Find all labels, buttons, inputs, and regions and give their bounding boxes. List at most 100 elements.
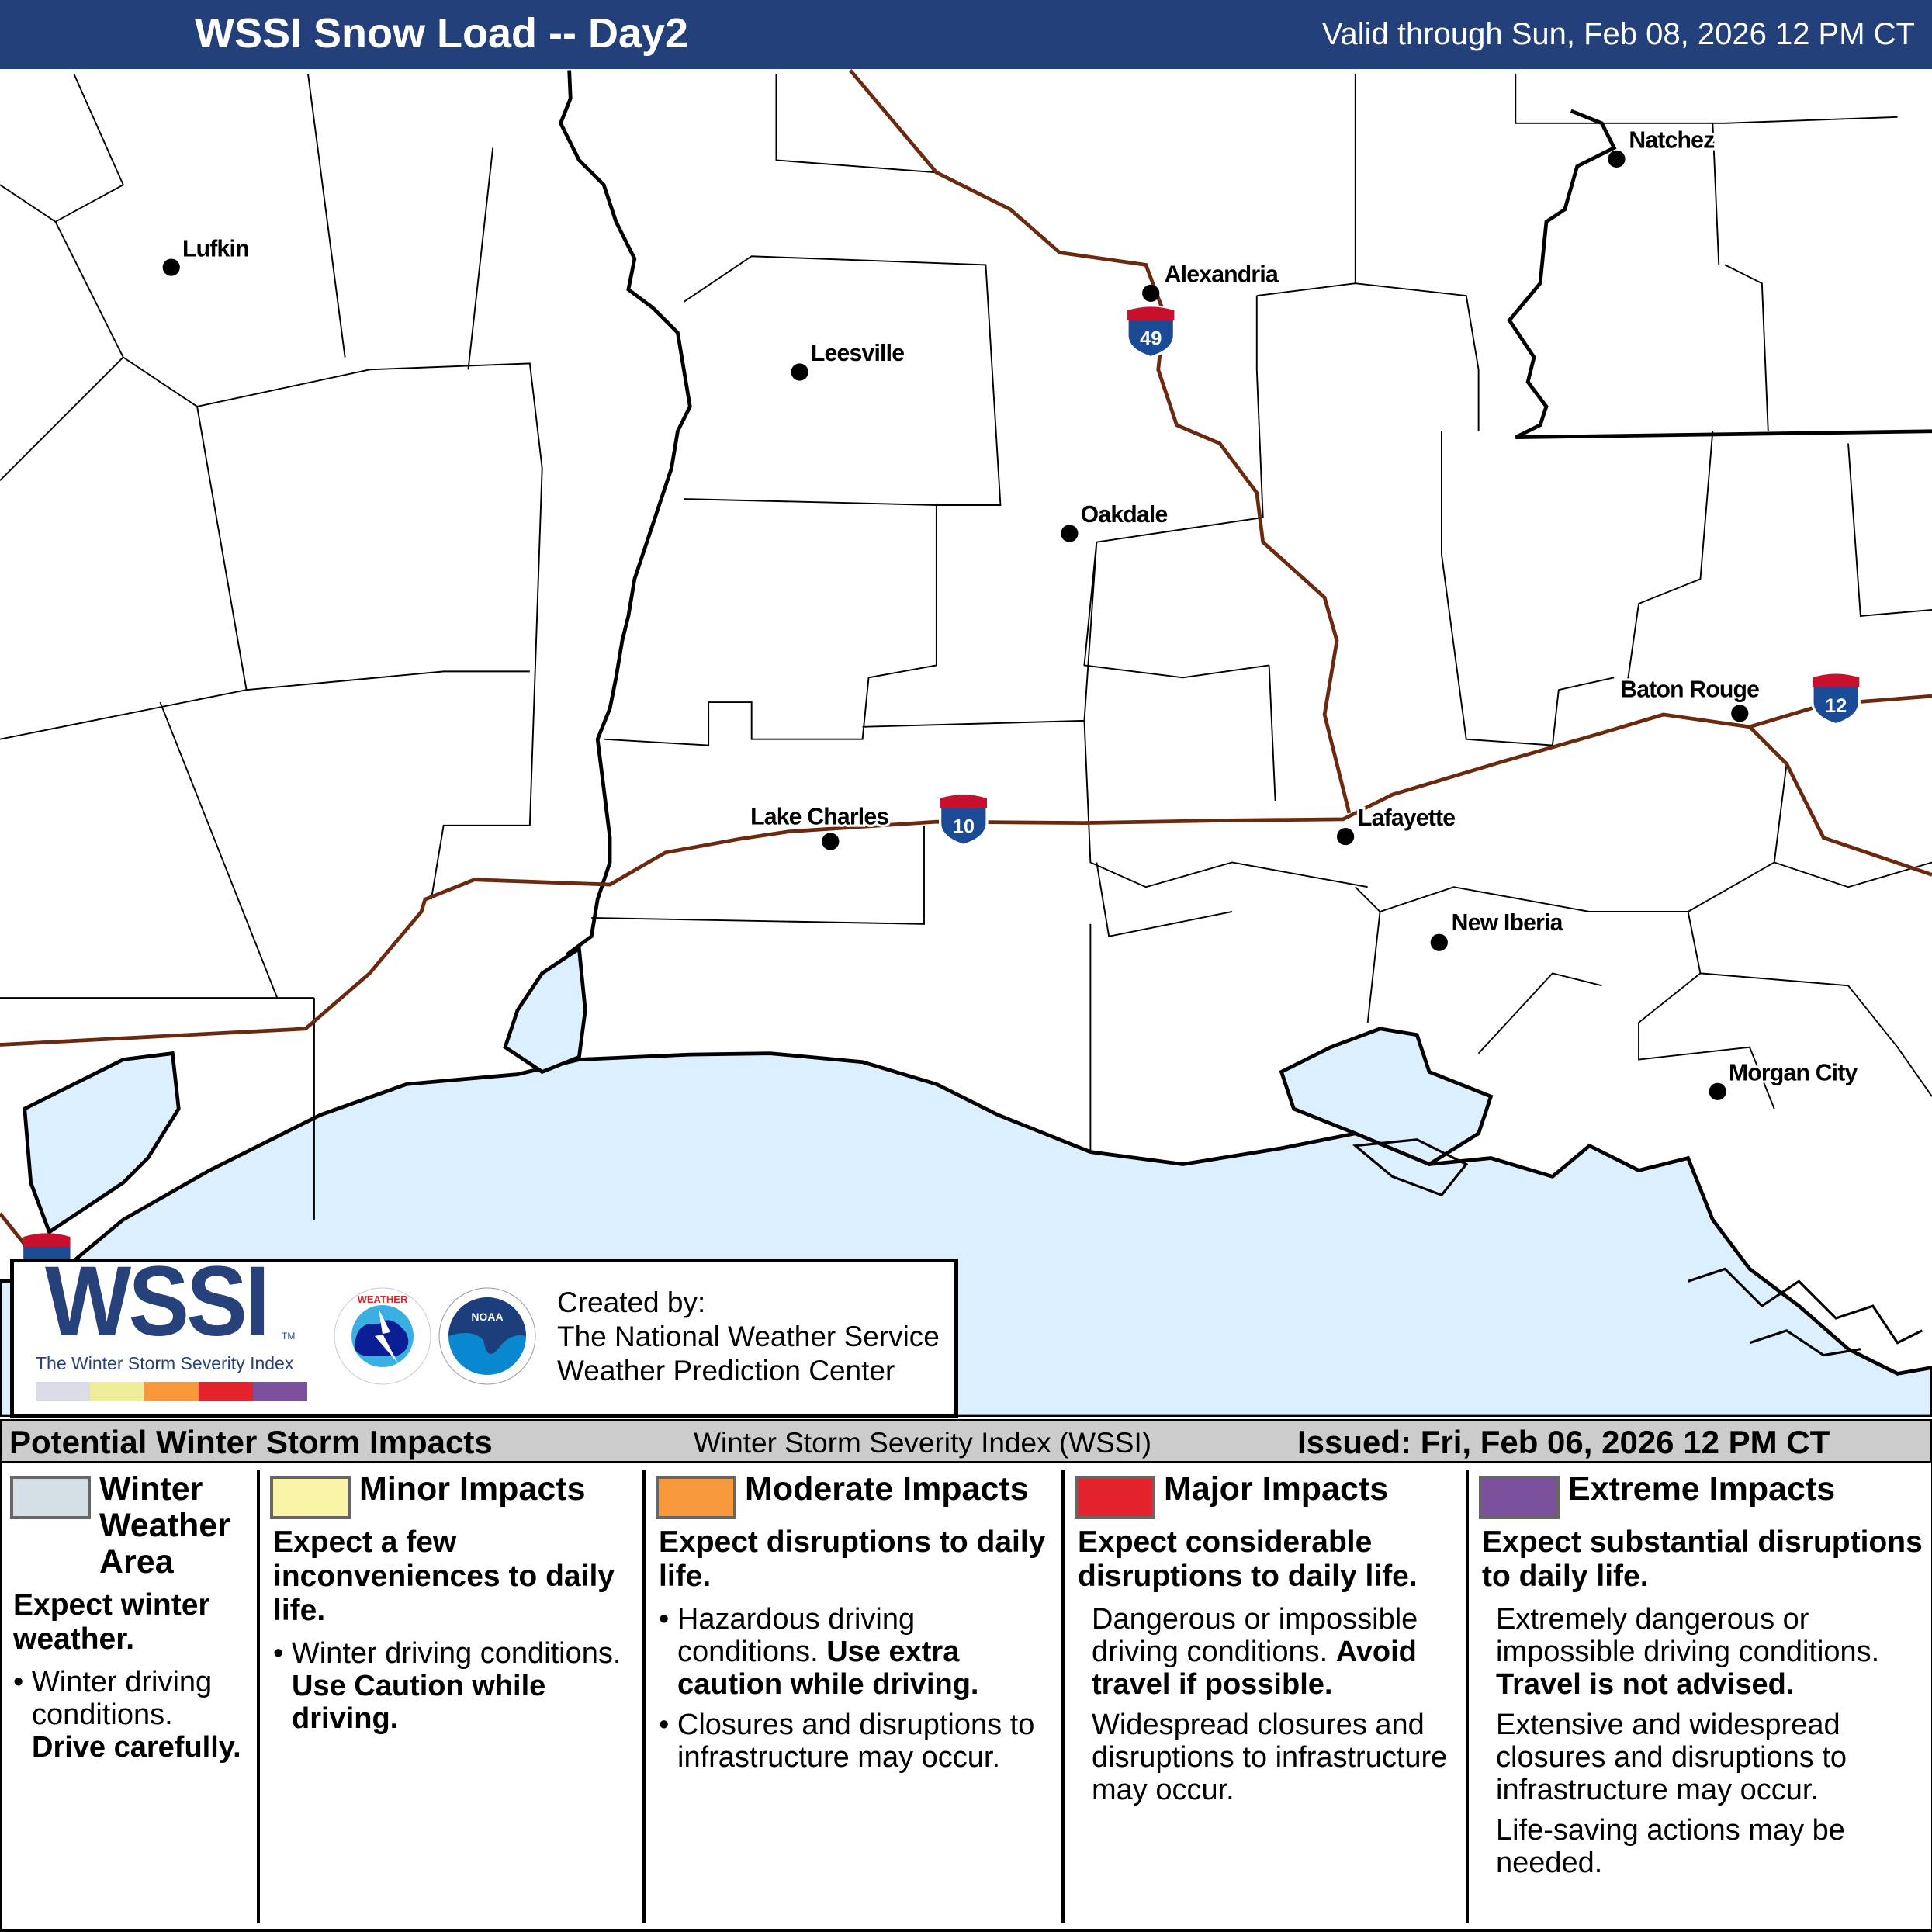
city-oakdale[interactable]: Oakdale: [1061, 500, 1170, 542]
calcasieu-lake: [503, 945, 587, 1075]
credit-line: Created by:: [557, 1286, 706, 1318]
legend-winter-weather-area: Winter Weather Area Expect winter weathe…: [2, 1462, 257, 1929]
legend-text: Extremely dangerous or impossible drivin…: [1496, 1603, 1880, 1701]
city-lafayette[interactable]: Lafayette: [1336, 803, 1458, 846]
city-label: Baton Rouge: [1620, 677, 1759, 703]
city-label: Leesville: [811, 341, 904, 366]
city-label: Lafayette: [1358, 805, 1455, 831]
mississippi-river: [1507, 109, 1617, 439]
city-lake-charles[interactable]: Lake Charles: [748, 802, 892, 850]
city-label: Natchez: [1629, 128, 1714, 154]
legend-label: Winter Weather Area: [99, 1470, 230, 1581]
nws-logo-icon: WEATHER: [334, 1287, 431, 1385]
divider: [257, 1470, 260, 1923]
legend-label: Major Impacts: [1164, 1470, 1389, 1508]
tx-la-state-line: [558, 70, 692, 957]
county-lines: [0, 73, 1932, 1220]
city-label: Lake Charles: [750, 804, 888, 829]
interstates: [0, 68, 1932, 1246]
issued-time: Issued: Fri, Feb 06, 2026 12 PM CT: [1297, 1424, 1830, 1460]
legend-text: Extensive and widespread closures and di…: [1496, 1709, 1847, 1806]
interstate-west: [0, 1212, 26, 1246]
legend-major-impacts: Major Impacts Expect considerable disrup…: [1067, 1462, 1466, 1929]
legend-bullet: • Hazardous driving conditions. Use extr…: [659, 1603, 979, 1701]
legend-head: Minor Impacts: [270, 1470, 636, 1519]
legend-text: Widespread closures and disruptions to i…: [1092, 1709, 1448, 1806]
city-label: Alexandria: [1165, 262, 1279, 288]
marsh-islands: [1352, 1138, 1923, 1357]
colorbar-swatch: [36, 1382, 90, 1401]
colorbar-swatch: [199, 1382, 253, 1401]
legend-subtitle: Winter Storm Severity Index (WSSI): [694, 1427, 1152, 1459]
trademark: TM: [282, 1331, 296, 1342]
city-morgan-city[interactable]: Morgan City: [1709, 1058, 1861, 1100]
legend-desc: Expect winter weather.: [13, 1588, 210, 1656]
city-label: New Iberia: [1452, 910, 1563, 936]
legend-bullet: • Closures and disruptions to infrastruc…: [659, 1709, 1035, 1774]
legend-head: Winter Weather Area: [10, 1470, 251, 1581]
legend-desc: Expect disruptions to daily life.: [659, 1525, 1046, 1593]
legend-text: Dangerous or impossible driving conditio…: [1092, 1603, 1418, 1701]
legend-bullet: • Winter driving conditions. Drive caref…: [13, 1666, 241, 1764]
shield-number: 49: [1140, 328, 1162, 350]
legend-header: Potential Winter Storm Impacts Winter St…: [0, 1419, 1932, 1463]
interstate-49: [848, 68, 1352, 814]
legend-label: Moderate Impacts: [745, 1470, 1029, 1508]
legend-desc: Expect a few inconveniences to daily lif…: [273, 1525, 615, 1627]
city-leesville[interactable]: Leesville: [791, 338, 907, 381]
legend-head: Extreme Impacts: [1479, 1471, 1925, 1519]
wssi-colorbar: [36, 1382, 307, 1401]
legend-moderate-impacts: Moderate Impacts Expect disruptions to d…: [648, 1462, 1061, 1929]
legend-minor-impacts: Minor Impacts Expect a few inconvenience…: [262, 1462, 642, 1929]
vermilion-bay: [1279, 1027, 1494, 1167]
interstate-10-east: [1748, 725, 1932, 877]
shield-number: 10: [953, 815, 975, 837]
legend-desc: Expect substantial disruptions to daily …: [1482, 1525, 1923, 1593]
shield-i12-icon: 12: [1811, 672, 1861, 726]
legend-body: Extremely dangerous or impossible drivin…: [1482, 1603, 1925, 1887]
shield-i49-icon: 49: [1126, 305, 1175, 359]
legend-body: • Hazardous driving conditions. Use extr…: [659, 1603, 1055, 1781]
legend-title: Potential Winter Storm Impacts: [9, 1424, 493, 1460]
legend-body: Dangerous or impossible driving conditio…: [1078, 1603, 1459, 1814]
divider: [642, 1470, 646, 1923]
credit-line: The National Weather Service: [557, 1321, 940, 1352]
legend-body: • Winter driving conditions. Use Caution…: [273, 1637, 636, 1743]
legend-extreme-impacts: Extreme Impacts Expect substantial disru…: [1471, 1462, 1931, 1929]
la-ms-state-line: [1515, 429, 1932, 440]
legend-body: • Winter driving conditions. Drive caref…: [13, 1666, 251, 1771]
city-label: Morgan City: [1729, 1061, 1858, 1086]
city-natchez[interactable]: Natchez: [1608, 125, 1717, 168]
svg-text:WEATHER: WEATHER: [358, 1293, 408, 1305]
noaa-text: NOAA: [471, 1311, 503, 1323]
shield-i10-icon: 10: [939, 793, 989, 847]
cities: Lufkin Leesville Alexandria Natchez Oakd…: [162, 125, 1861, 1100]
header-bar: WSSI Snow Load -- Day2 Valid through Sun…: [0, 0, 1932, 69]
interstate-10: [0, 694, 1932, 1047]
city-label: Oakdale: [1081, 502, 1168, 528]
legend-swatch: [656, 1476, 736, 1519]
colorbar-swatch: [90, 1382, 144, 1401]
wssi-subtitle: The Winter Storm Severity Index: [36, 1353, 294, 1373]
map-title: WSSI Snow Load -- Day2: [195, 10, 689, 57]
legend-label: Minor Impacts: [359, 1470, 586, 1508]
legend-swatch: [10, 1476, 91, 1519]
legend-columns: Winter Weather Area Expect winter weathe…: [0, 1462, 1932, 1932]
colorbar-swatch: [144, 1382, 199, 1401]
city-new-iberia[interactable]: New Iberia: [1430, 908, 1567, 951]
city-alexandria[interactable]: Alexandria: [1142, 259, 1282, 303]
legend-text: Life-saving actions may be needed.: [1496, 1814, 1845, 1879]
map[interactable]: 49 10 12 Lufkin Leesville Alexandria Nat…: [0, 0, 1932, 1417]
divider: [1061, 1470, 1065, 1923]
legend-swatch: [270, 1476, 351, 1519]
city-baton-rouge[interactable]: Baton Rouge: [1618, 675, 1762, 722]
noaa-logo-icon: NOAA: [438, 1287, 536, 1385]
city-lufkin[interactable]: Lufkin: [162, 234, 252, 276]
legend-head: Major Impacts: [1075, 1470, 1459, 1519]
credit-line: Weather Prediction Center: [557, 1355, 895, 1387]
legend-swatch: [1075, 1476, 1155, 1519]
legend-desc: Expect considerable disruptions to daily…: [1078, 1525, 1418, 1593]
shield-number: 12: [1825, 695, 1847, 717]
credit-text: Created by: The National Weather Service…: [557, 1286, 940, 1388]
wssi-logo: WSSI: [45, 1246, 270, 1357]
